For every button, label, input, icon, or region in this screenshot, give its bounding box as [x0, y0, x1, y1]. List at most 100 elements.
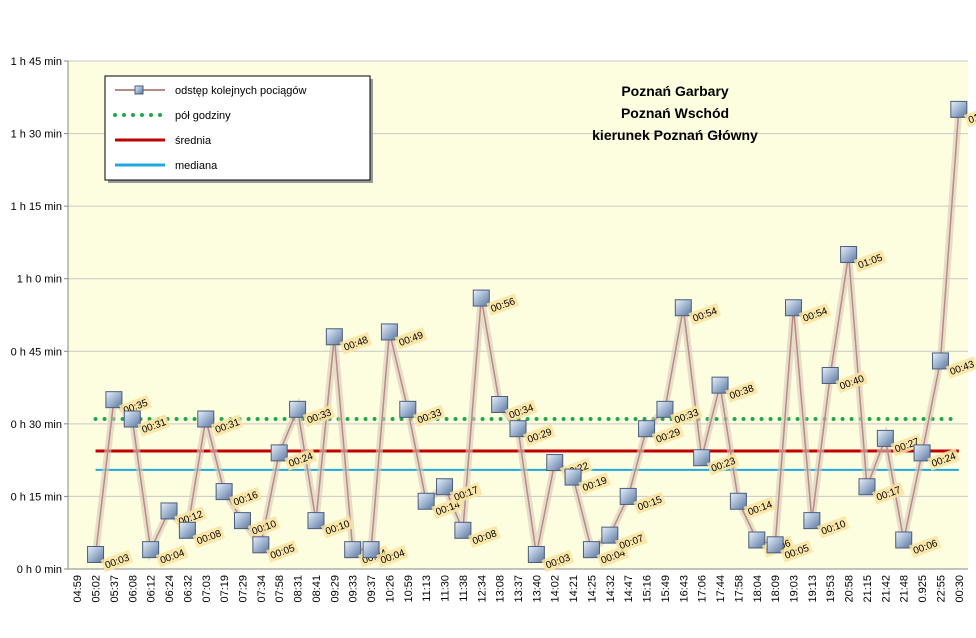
x-tick-label: 04:59: [72, 575, 84, 603]
x-tick-label: 14:21: [568, 575, 580, 603]
marker: [472, 289, 490, 307]
x-tick-label: 14:47: [623, 575, 635, 603]
marker: [380, 323, 398, 341]
data-label-bg: [688, 303, 722, 326]
x-tick-label: 14:32: [605, 575, 617, 603]
data-label-bg: [817, 515, 850, 539]
x-tick-label: 19:13: [807, 575, 819, 603]
data-label-bg: [192, 525, 226, 549]
y-tick-label: 0 h 30 min: [11, 419, 62, 431]
x-tick-label: 14:02: [550, 575, 562, 603]
x-tick-label: 22:55: [935, 575, 947, 603]
data-label-bg: [486, 293, 520, 316]
x-tick-label: 07:03: [201, 575, 213, 603]
x-tick-label: 19:03: [789, 575, 801, 603]
marker: [233, 512, 251, 530]
marker: [160, 502, 178, 520]
x-tick-label: 21:42: [880, 575, 892, 603]
y-tick-label: 1 h 15 min: [11, 201, 62, 213]
marker: [87, 545, 105, 563]
x-tick-label: 06:24: [164, 575, 176, 603]
marker: [270, 444, 288, 462]
marker: [711, 376, 729, 394]
x-tick-label: 21:15: [862, 575, 874, 603]
x-tick-label: 21:48: [899, 575, 911, 603]
legend-label: mediana: [175, 160, 218, 172]
data-label-bg: [100, 549, 134, 573]
data-label-bg: [394, 327, 428, 350]
data-label-bg: [945, 356, 976, 379]
x-tick-label: 06:08: [127, 575, 139, 603]
data-label-bg: [541, 549, 575, 573]
x-tick-label: 08:31: [293, 575, 305, 603]
data-label-bg: [412, 404, 446, 428]
x-tick-label: 17:06: [697, 575, 709, 603]
x-tick-label: 17:58: [733, 575, 745, 603]
data-label-bg: [449, 482, 483, 505]
data-label-bg: [853, 249, 887, 273]
marker: [344, 541, 362, 559]
x-tick-label: 13:37: [513, 575, 525, 603]
marker: [491, 396, 509, 414]
marker: [399, 400, 417, 418]
marker: [509, 420, 527, 438]
marker: [197, 410, 215, 428]
marker: [748, 531, 766, 549]
data-label-bg: [321, 515, 354, 539]
marker: [840, 246, 858, 264]
data-label-bg: [633, 491, 667, 515]
marker: [950, 100, 968, 118]
x-tick-label: 05:02: [91, 575, 103, 603]
chart-title: Poznań Garbary: [621, 83, 729, 99]
data-label-bg: [670, 404, 703, 428]
marker: [252, 536, 270, 554]
data-label-bg: [284, 448, 318, 471]
x-tick-label: 06:32: [182, 575, 194, 603]
x-tick-label: 07:29: [237, 575, 249, 603]
data-label-bg: [229, 486, 262, 510]
chart-title: Poznań Wschód: [621, 105, 729, 121]
data-label-bg: [247, 515, 281, 539]
x-tick-label: 18:09: [770, 575, 782, 603]
marker: [123, 410, 141, 428]
marker: [142, 541, 160, 559]
data-label-bg: [266, 540, 299, 563]
data-label-bg: [927, 448, 960, 471]
x-tick-label: 11:13: [421, 575, 433, 602]
x-tick-label: 12:34: [476, 575, 488, 603]
data-label-bg: [210, 414, 244, 437]
x-tick-label: 13:08: [495, 575, 507, 603]
marker: [729, 492, 747, 510]
marker: [105, 391, 123, 409]
marker: [601, 526, 619, 544]
data-label-bg: [615, 530, 648, 553]
legend-swatch: [134, 85, 144, 95]
x-tick-label: 20:58: [844, 575, 856, 603]
marker: [178, 521, 196, 539]
legend-label: odstęp kolejnych pociągów: [175, 85, 307, 97]
legend-label: średnia: [175, 135, 212, 147]
marker: [215, 483, 233, 501]
marker: [638, 420, 656, 438]
y-tick-label: 1 h 0 min: [17, 274, 62, 286]
marker: [362, 541, 380, 559]
marker: [895, 531, 913, 549]
marker: [307, 512, 325, 530]
x-tick-label: 07:34: [256, 575, 268, 603]
x-tick-label: 15:16: [642, 575, 654, 603]
marker: [527, 545, 545, 563]
data-label-bg: [504, 399, 538, 423]
marker: [876, 429, 894, 447]
data-label-bg: [523, 424, 556, 447]
marker: [674, 299, 692, 317]
x-tick-label: 09:29: [329, 575, 341, 603]
data-label-bg: [578, 472, 611, 495]
marker: [931, 352, 949, 370]
x-tick-label: 19:53: [825, 575, 837, 603]
marker: [582, 541, 600, 559]
data-label-bg: [908, 535, 942, 558]
y-tick-label: 0 h 45 min: [11, 346, 62, 358]
x-tick-label: 09:37: [366, 575, 378, 603]
data-label-bg: [339, 332, 373, 355]
